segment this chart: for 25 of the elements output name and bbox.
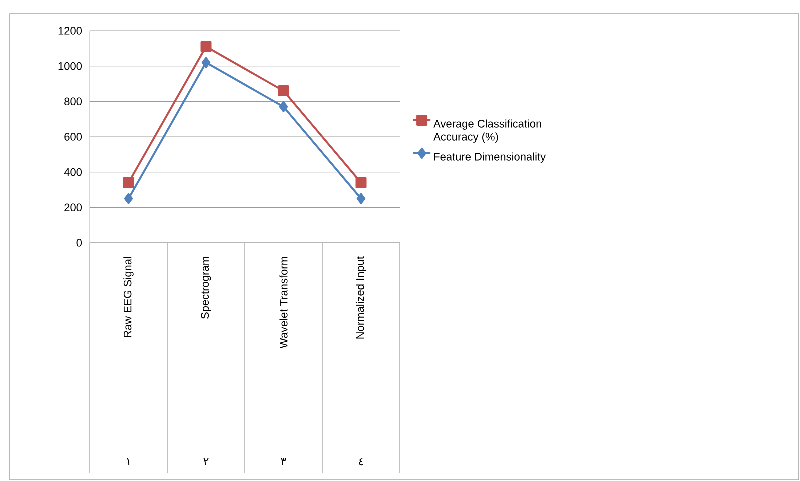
point [356, 177, 367, 188]
text: ٢ [204, 458, 209, 466]
y-tick-label: 1200 [58, 27, 82, 35]
point [278, 86, 290, 97]
point [202, 57, 211, 68]
text: ٣ [281, 458, 286, 466]
x-tick-label: Raw EEG Signal [124, 257, 134, 338]
y-tick-label: 800 [64, 98, 82, 106]
y-tick-label: 0 [76, 239, 82, 247]
y-tick-label: 400 [64, 168, 82, 176]
y-tick-label: 200 [64, 204, 82, 212]
legend-label: Feature Dimensionality [434, 152, 546, 163]
legend-label: Average Classification Accuracy (%) [434, 120, 542, 143]
y-tick-label: 600 [64, 133, 82, 141]
point [200, 41, 212, 52]
text: ١ [127, 458, 130, 466]
point [279, 101, 288, 112]
point [356, 193, 366, 204]
text: ٤ [359, 458, 364, 466]
point [123, 177, 134, 188]
y-tick-label: 1000 [58, 62, 82, 70]
x-tick-label: Normalized Input [356, 256, 366, 339]
x-tick-label: Spectrogram [201, 257, 212, 319]
x-tick-label: Wavelet Transform [280, 257, 288, 349]
point [124, 193, 134, 204]
